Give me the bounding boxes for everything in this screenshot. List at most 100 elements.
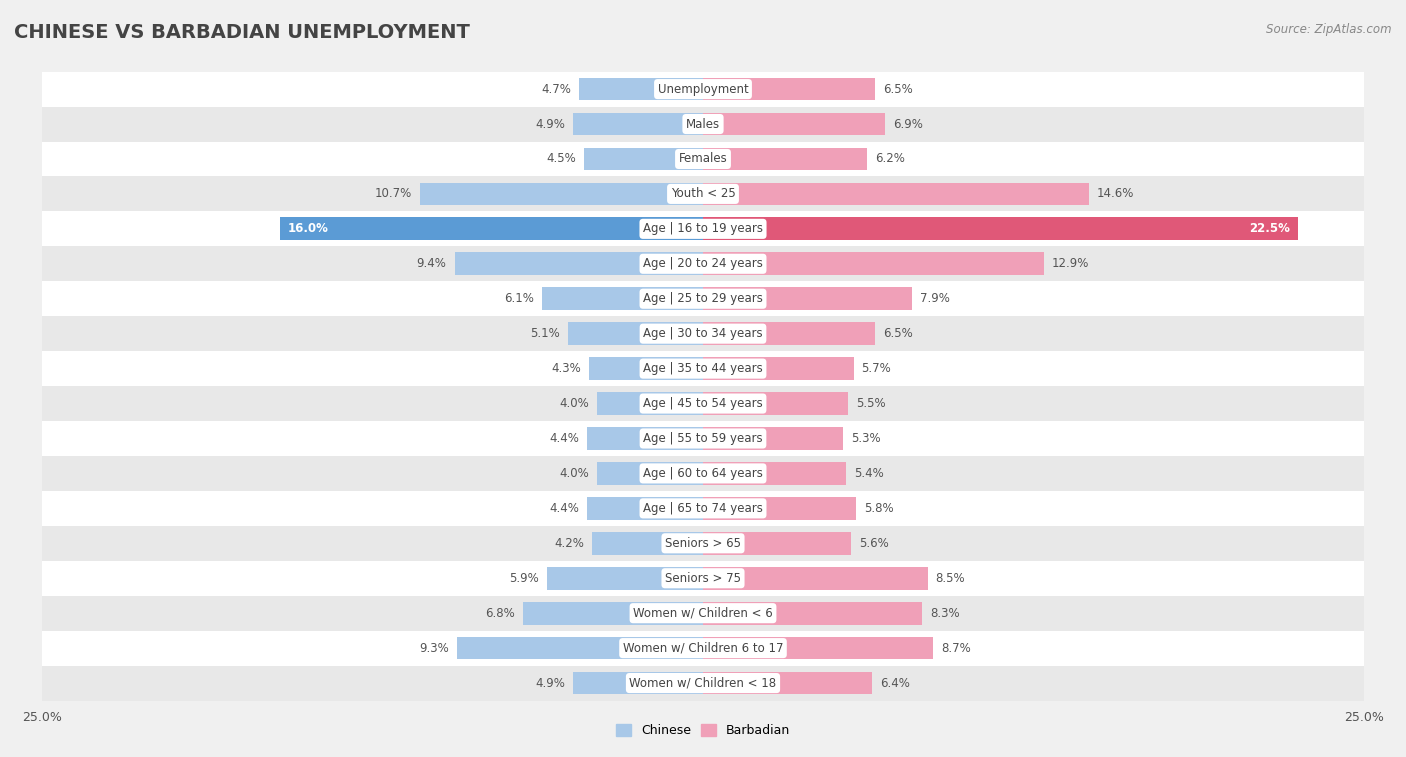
Bar bbox=[592, 532, 703, 555]
Text: Source: ZipAtlas.com: Source: ZipAtlas.com bbox=[1267, 23, 1392, 36]
Text: 10.7%: 10.7% bbox=[375, 188, 412, 201]
Text: CHINESE VS BARBADIAN UNEMPLOYMENT: CHINESE VS BARBADIAN UNEMPLOYMENT bbox=[14, 23, 470, 42]
Text: 4.4%: 4.4% bbox=[548, 502, 579, 515]
Bar bbox=[541, 288, 703, 310]
Text: 5.1%: 5.1% bbox=[530, 327, 560, 340]
Text: 6.5%: 6.5% bbox=[883, 327, 912, 340]
Text: 8.7%: 8.7% bbox=[941, 642, 970, 655]
Bar bbox=[42, 526, 1364, 561]
Text: 5.4%: 5.4% bbox=[853, 467, 883, 480]
Text: 9.4%: 9.4% bbox=[416, 257, 447, 270]
Bar bbox=[523, 602, 703, 625]
Bar bbox=[598, 462, 703, 484]
Bar bbox=[703, 357, 853, 380]
Text: 4.7%: 4.7% bbox=[541, 83, 571, 95]
Text: Age | 16 to 19 years: Age | 16 to 19 years bbox=[643, 223, 763, 235]
Text: 4.9%: 4.9% bbox=[536, 677, 565, 690]
Bar bbox=[42, 211, 1364, 246]
Text: Age | 25 to 29 years: Age | 25 to 29 years bbox=[643, 292, 763, 305]
Text: 14.6%: 14.6% bbox=[1097, 188, 1135, 201]
Bar bbox=[42, 351, 1364, 386]
Text: Women w/ Children < 18: Women w/ Children < 18 bbox=[630, 677, 776, 690]
Text: 4.2%: 4.2% bbox=[554, 537, 583, 550]
Bar bbox=[598, 392, 703, 415]
Bar bbox=[703, 288, 912, 310]
Bar bbox=[703, 462, 846, 484]
Text: 5.5%: 5.5% bbox=[856, 397, 886, 410]
Text: 6.8%: 6.8% bbox=[485, 606, 516, 620]
Bar bbox=[703, 567, 928, 590]
Text: 22.5%: 22.5% bbox=[1249, 223, 1289, 235]
Bar bbox=[42, 142, 1364, 176]
Bar bbox=[703, 148, 868, 170]
Bar bbox=[420, 182, 703, 205]
Text: 16.0%: 16.0% bbox=[288, 223, 329, 235]
Bar bbox=[42, 596, 1364, 631]
Text: 4.4%: 4.4% bbox=[548, 432, 579, 445]
Bar bbox=[42, 491, 1364, 526]
Bar bbox=[703, 602, 922, 625]
Bar bbox=[703, 671, 872, 694]
Text: 6.1%: 6.1% bbox=[503, 292, 534, 305]
Bar bbox=[574, 113, 703, 136]
Bar bbox=[586, 427, 703, 450]
Text: Age | 20 to 24 years: Age | 20 to 24 years bbox=[643, 257, 763, 270]
Bar bbox=[703, 113, 886, 136]
Bar bbox=[589, 357, 703, 380]
Bar bbox=[42, 107, 1364, 142]
Text: 6.9%: 6.9% bbox=[893, 117, 924, 130]
Text: 4.9%: 4.9% bbox=[536, 117, 565, 130]
Bar bbox=[457, 637, 703, 659]
Bar bbox=[703, 252, 1045, 275]
Bar bbox=[42, 282, 1364, 316]
Text: 4.3%: 4.3% bbox=[551, 362, 582, 375]
Text: 9.3%: 9.3% bbox=[419, 642, 450, 655]
Bar bbox=[703, 217, 1298, 240]
Text: Unemployment: Unemployment bbox=[658, 83, 748, 95]
Bar bbox=[586, 497, 703, 520]
Text: 6.2%: 6.2% bbox=[875, 152, 904, 166]
Bar bbox=[42, 246, 1364, 282]
Bar bbox=[454, 252, 703, 275]
Text: 4.0%: 4.0% bbox=[560, 397, 589, 410]
Text: 4.5%: 4.5% bbox=[547, 152, 576, 166]
Text: 5.3%: 5.3% bbox=[851, 432, 880, 445]
Text: 8.5%: 8.5% bbox=[935, 572, 966, 584]
Bar bbox=[703, 497, 856, 520]
Text: Age | 55 to 59 years: Age | 55 to 59 years bbox=[643, 432, 763, 445]
Text: Age | 35 to 44 years: Age | 35 to 44 years bbox=[643, 362, 763, 375]
Bar bbox=[703, 182, 1088, 205]
Bar bbox=[703, 637, 934, 659]
Text: 5.9%: 5.9% bbox=[509, 572, 538, 584]
Bar bbox=[42, 665, 1364, 700]
Text: Females: Females bbox=[679, 152, 727, 166]
Legend: Chinese, Barbadian: Chinese, Barbadian bbox=[610, 719, 796, 743]
Bar bbox=[703, 392, 848, 415]
Text: 7.9%: 7.9% bbox=[920, 292, 949, 305]
Text: Women w/ Children < 6: Women w/ Children < 6 bbox=[633, 606, 773, 620]
Bar bbox=[703, 322, 875, 345]
Bar bbox=[574, 671, 703, 694]
Text: 4.0%: 4.0% bbox=[560, 467, 589, 480]
Text: 8.3%: 8.3% bbox=[931, 606, 960, 620]
Text: Youth < 25: Youth < 25 bbox=[671, 188, 735, 201]
Text: Women w/ Children 6 to 17: Women w/ Children 6 to 17 bbox=[623, 642, 783, 655]
Bar bbox=[703, 78, 875, 101]
Bar bbox=[42, 631, 1364, 665]
Bar bbox=[579, 78, 703, 101]
Text: 5.7%: 5.7% bbox=[862, 362, 891, 375]
Bar bbox=[42, 421, 1364, 456]
Text: Seniors > 65: Seniors > 65 bbox=[665, 537, 741, 550]
Text: Seniors > 75: Seniors > 75 bbox=[665, 572, 741, 584]
Text: Males: Males bbox=[686, 117, 720, 130]
Text: 5.8%: 5.8% bbox=[865, 502, 894, 515]
Text: Age | 65 to 74 years: Age | 65 to 74 years bbox=[643, 502, 763, 515]
Text: Age | 60 to 64 years: Age | 60 to 64 years bbox=[643, 467, 763, 480]
Bar bbox=[42, 316, 1364, 351]
Bar bbox=[703, 532, 851, 555]
Bar bbox=[280, 217, 703, 240]
Text: 6.4%: 6.4% bbox=[880, 677, 910, 690]
Bar bbox=[42, 561, 1364, 596]
Bar bbox=[42, 176, 1364, 211]
Text: 12.9%: 12.9% bbox=[1052, 257, 1090, 270]
